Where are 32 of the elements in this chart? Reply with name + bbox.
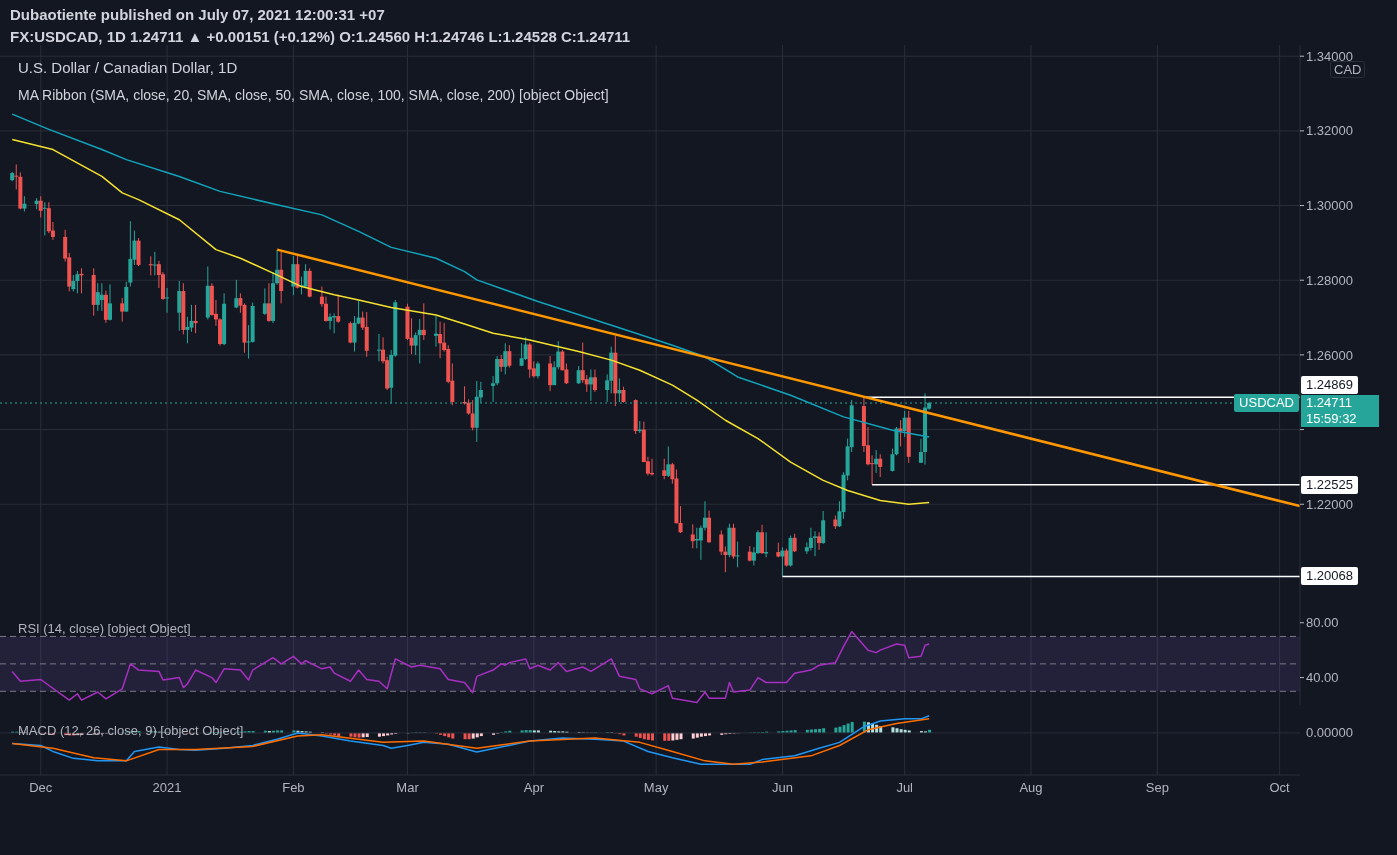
x-tick-label: Feb — [282, 780, 305, 796]
text: U.S. Dollar / Canadian Dollar, 1D — [18, 59, 238, 76]
text: FX:USDCAD, 1D 1.24711 ▲ +0.00151 (+0.12%) O:1.24560 H:1.24746 L:1.24528 C:1.24711 — [10, 28, 631, 45]
text: 15:59:32 — [1301, 411, 1379, 428]
y-tick-label: 1.26000 — [1306, 347, 1353, 363]
x-tick-label: Aug — [1019, 780, 1043, 796]
y-tick-label: 1.28000 — [1306, 272, 1353, 288]
x-tick-label: Jul — [896, 780, 914, 796]
y-tick-label: 1.32000 — [1306, 123, 1353, 139]
x-tick-label: Apr — [523, 780, 545, 796]
x-tick-label: May — [643, 780, 669, 796]
y-tick-label: 40.00 — [1306, 670, 1339, 686]
x-tick-label: Sep — [1145, 780, 1169, 796]
text: Dubaotiente published on July 07, 2021 12:00:31 +07 — [10, 6, 385, 23]
y-tick-label: 1.30000 — [1306, 198, 1353, 214]
y-tick-label: 1.34000 — [1306, 48, 1353, 64]
chart-title: RSI (14, close) [object Object] — [18, 621, 191, 636]
ref-line-label: 1.24869 — [1301, 376, 1358, 395]
text: MA Ribbon (SMA, close, 20, SMA, close, 50, SMA, close, 100, SMA, close, 200) [object Object] — [18, 87, 609, 103]
x-tick-label: 2021 — [152, 780, 182, 796]
ref-line-label: 0.00000 — [1305, 723, 1354, 742]
text: 1.24711 — [1301, 395, 1379, 412]
ref-line-label: USDCAD — [1234, 394, 1299, 413]
text: CAD — [1330, 61, 1366, 78]
x-tick-label: Oct — [1269, 780, 1291, 796]
x-tick-label: Mar — [396, 780, 420, 796]
ref-line-label: 1.22525 — [1301, 475, 1358, 494]
ref-line-label: 1.20068 — [1301, 567, 1358, 586]
y-tick-label: 1.22000 — [1306, 496, 1353, 512]
x-tick-label: Jun — [771, 780, 793, 796]
x-tick-label: Dec — [29, 780, 53, 796]
y-tick-label: 80.00 — [1306, 615, 1339, 631]
